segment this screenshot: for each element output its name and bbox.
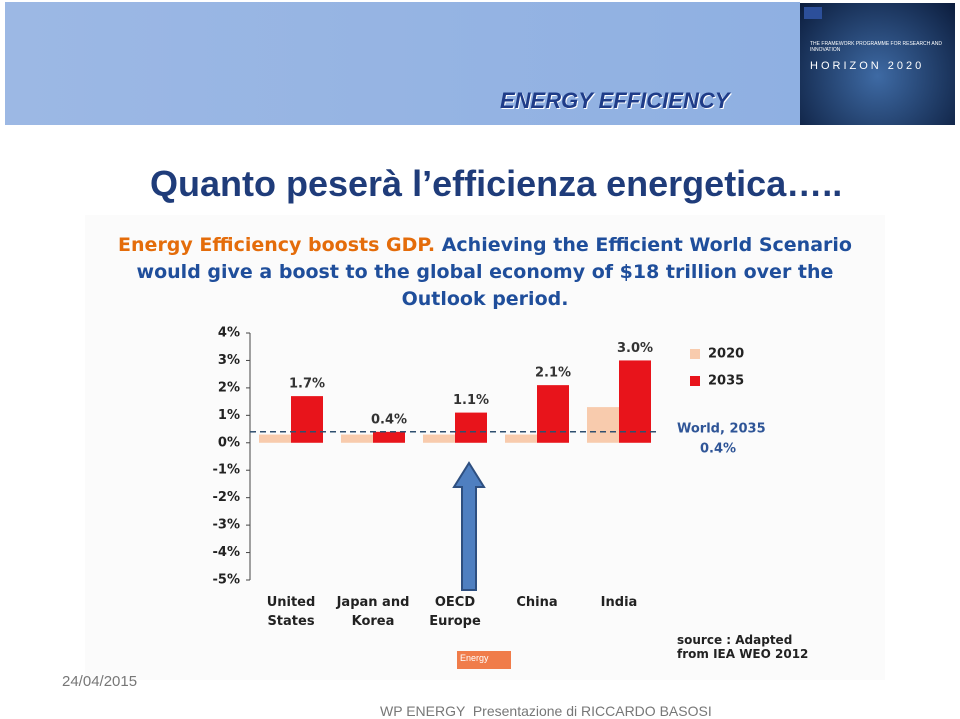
value-label: 1.7% — [289, 377, 325, 392]
value-label: 3.0% — [617, 341, 653, 356]
x-tick-label: United States — [266, 595, 316, 629]
y-tick-label: -4% — [213, 545, 240, 560]
header-title: ENERGY EFFICIENCY — [500, 88, 730, 113]
y-tick-label: -2% — [213, 490, 240, 505]
tag: Energy — [457, 651, 511, 669]
footer: WP ENERGY Presentazione di RICCARDO BASO… — [380, 703, 712, 719]
y-tick-label: 1% — [218, 408, 240, 423]
bar — [455, 412, 487, 443]
value-label: 0.4% — [371, 412, 407, 427]
legend-swatch — [690, 376, 700, 386]
y-tick-label: 2% — [218, 380, 240, 395]
y-tick-label: -3% — [213, 518, 240, 533]
bar — [291, 396, 323, 443]
y-tick-label: 0% — [218, 435, 240, 450]
x-tick-label: China — [516, 595, 558, 610]
value-label: 1.1% — [453, 393, 489, 408]
bar — [341, 434, 373, 443]
bar — [505, 434, 537, 443]
y-tick-label: 3% — [218, 353, 240, 368]
date: 24/04/2015 — [62, 673, 138, 690]
bar — [587, 407, 619, 443]
x-tick-label: OECD Europe — [429, 595, 481, 629]
bar — [259, 434, 291, 443]
x-tick-label: India — [600, 595, 638, 610]
value-label: 2.1% — [535, 366, 571, 381]
x-tick-label: Japan and Korea — [336, 595, 410, 629]
chart-panel — [85, 215, 885, 680]
chart-heading: Energy Efficiency boosts GDP. Achieving … — [105, 232, 865, 313]
reference-label: 0.4% — [700, 442, 736, 457]
reference-name: World, 2035 — [677, 422, 766, 437]
logo: THE FRAMEWORK PROGRAMME FOR RESEARCH AND… — [800, 3, 955, 125]
chart-source: source : Adapted from IEA WEO 2012 — [677, 633, 809, 661]
eu-flag — [804, 7, 822, 19]
header-band — [5, 2, 800, 125]
y-tick-label: -5% — [213, 573, 240, 588]
bar — [373, 431, 405, 443]
y-tick-label: 4% — [218, 326, 240, 341]
logo-text: HORIZON 2020 — [810, 60, 925, 72]
bar — [619, 360, 651, 443]
arrow — [452, 461, 486, 591]
legend-label: 2035 — [708, 374, 744, 389]
bar — [537, 385, 569, 443]
bar — [423, 434, 455, 443]
chart-title: Energy Efficiency boosts GDP. — [118, 234, 436, 256]
legend-swatch — [690, 349, 700, 359]
y-tick-label: -1% — [213, 463, 240, 478]
legend-label: 2020 — [708, 347, 744, 362]
logo-caption: THE FRAMEWORK PROGRAMME FOR RESEARCH AND… — [810, 41, 942, 53]
slide-title: Quanto peserà l’efficienza energetica….. — [150, 163, 843, 204]
chart-subtitle: Achieving the Efficient World Scenario w… — [136, 234, 852, 310]
